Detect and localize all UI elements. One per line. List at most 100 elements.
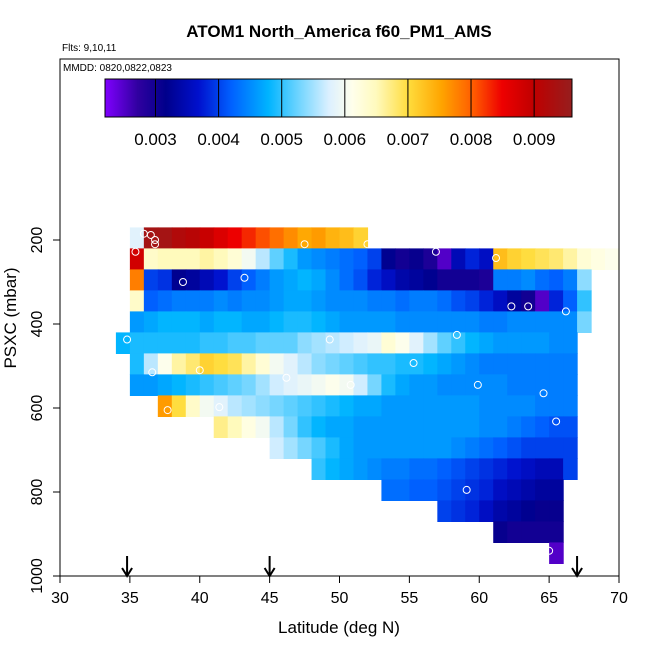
heatmap-cell: [521, 311, 536, 333]
heatmap-cell: [549, 521, 564, 543]
heatmap-cell: [325, 353, 341, 375]
heatmap-cell: [353, 290, 369, 312]
heatmap-cell: [479, 437, 494, 459]
x-tick-label: 55: [400, 590, 418, 607]
heatmap-cell: [325, 458, 341, 480]
heatmap-cell: [395, 416, 410, 438]
heatmap-cell: [451, 458, 466, 480]
heatmap-cell: [605, 248, 620, 270]
heatmap-cell: [311, 311, 327, 333]
heatmap-cell: [339, 227, 355, 249]
sample-point: [492, 254, 501, 263]
heatmap-cell: [213, 374, 229, 396]
heatmap-cell: [339, 353, 355, 375]
heatmap-cell: [129, 248, 145, 270]
heatmap-cell: [129, 290, 145, 312]
heatmap-cell: [549, 395, 564, 417]
heatmap-cell: [227, 353, 243, 375]
heatmap-cell: [465, 437, 480, 459]
heatmap-cell: [521, 479, 536, 501]
heatmap-cell: [283, 227, 299, 249]
heatmap-cell: [409, 332, 424, 354]
heatmap-cell: [157, 332, 173, 354]
heatmap-cell: [563, 248, 578, 270]
heatmap-cell: [241, 227, 257, 249]
heatmap-cell: [381, 332, 396, 354]
heatmap-cell: [507, 521, 522, 543]
heatmap-cell: [437, 458, 452, 480]
heatmap-cell: [297, 374, 313, 396]
heatmap-cell: [493, 521, 508, 543]
heatmap-cell: [521, 290, 536, 312]
heatmap-cell: [185, 332, 201, 354]
heatmap-cell: [129, 269, 145, 291]
sample-point: [178, 278, 187, 286]
heatmap-cell: [297, 416, 313, 438]
sample-point: [545, 546, 554, 555]
heatmap-cell: [171, 395, 187, 417]
heatmap-cell: [185, 374, 201, 396]
heatmap-cell: [171, 374, 187, 396]
heatmap-cell: [395, 479, 410, 501]
heatmap-cell: [143, 311, 159, 333]
heatmap-cell: [367, 395, 383, 417]
heatmap-cell: [339, 311, 355, 333]
sample-point: [346, 380, 355, 389]
heatmap-cell: [465, 500, 480, 522]
heatmap-cell: [549, 269, 564, 291]
heatmap-cell: [521, 500, 536, 522]
heatmap-cell: [479, 395, 494, 417]
heatmap-cell: [549, 332, 564, 354]
colorbar-tick-label: 0.008: [450, 130, 493, 149]
colorbar-tick-label: 0.005: [260, 130, 303, 149]
heatmap-cell: [437, 353, 452, 375]
heatmap-cell: [339, 290, 355, 312]
heatmap-cell: [157, 374, 173, 396]
heatmap-cell: [451, 311, 466, 333]
heatmap-cell: [311, 269, 327, 291]
heatmap-cell: [535, 416, 550, 438]
heatmap-cell: [283, 374, 299, 396]
latitude-marker-arrow: [263, 556, 276, 578]
heatmap-cell: [283, 332, 299, 354]
heatmap-cell: [255, 269, 271, 291]
heatmap-cell: [451, 374, 466, 396]
heatmap-cell: [381, 416, 396, 438]
heatmap-cell: [535, 395, 550, 417]
heatmap-cell: [395, 458, 410, 480]
heatmap-cell: [465, 416, 480, 438]
heatmap-cell: [367, 269, 383, 291]
heatmap-cell: [493, 269, 508, 291]
latitude-marker-arrow: [571, 556, 583, 578]
latitude-markers: [121, 556, 583, 578]
heatmap-cell: [563, 353, 578, 375]
heatmap-cell: [465, 248, 480, 270]
heatmap-cell: [325, 395, 341, 417]
heatmap-cell: [423, 248, 438, 270]
heatmap-cell: [451, 353, 466, 375]
heatmap-cell: [213, 311, 229, 333]
heatmap-cell: [227, 395, 243, 417]
heatmap-cell: [269, 374, 285, 396]
heatmap-cell: [129, 332, 145, 354]
heatmap-cell: [535, 374, 550, 396]
heatmap-cell: [465, 269, 480, 291]
heatmap-cell: [157, 248, 173, 270]
heatmap-cell: [451, 437, 466, 459]
heatmap-cell: [311, 353, 327, 375]
heatmap-cell: [325, 416, 341, 438]
heatmap-cell: [451, 395, 466, 417]
heatmap-cell: [549, 353, 564, 375]
heatmap-cell: [129, 311, 145, 333]
heatmap-cell: [269, 416, 285, 438]
heatmap-cell: [143, 332, 159, 354]
heatmap-cell: [409, 479, 424, 501]
heatmap-cell: [521, 353, 536, 375]
heatmap-cell: [507, 374, 522, 396]
heatmap-cell: [535, 248, 550, 270]
heatmap-cell: [157, 311, 173, 333]
x-axis: 30 35 40 45 50 55 60 65 70: [51, 576, 628, 607]
heatmap-cell: [199, 395, 215, 417]
heatmap-cell: [213, 332, 229, 354]
heatmap-cell: [255, 311, 271, 333]
